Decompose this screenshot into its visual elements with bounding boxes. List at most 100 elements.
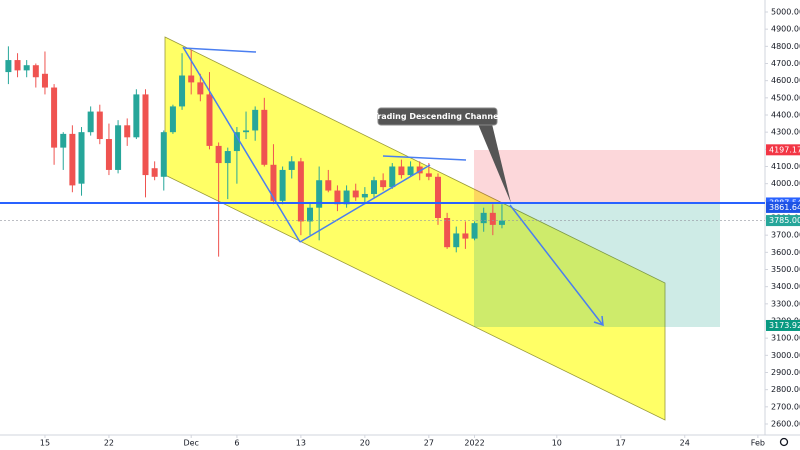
candle-body: [169, 106, 176, 133]
y-tick-label: 4500.00: [771, 93, 800, 102]
y-tick-label: 3400.00: [771, 282, 800, 291]
price-tag-label: 3861.64: [769, 203, 800, 212]
y-tick-label: 3600.00: [771, 248, 800, 257]
arrow-head: [593, 315, 604, 327]
candle-body: [197, 82, 204, 95]
candle-body: [371, 180, 377, 194]
y-tick-label: 3300.00: [771, 299, 800, 308]
price-tag-label: 4197.17: [769, 145, 800, 154]
candle-body: [416, 166, 423, 174]
trend-line: [382, 155, 467, 161]
candle-body: [41, 73, 48, 88]
candle-body: [252, 109, 259, 131]
y-tick-label: 4700.00: [771, 59, 800, 68]
candle-body: [87, 111, 94, 133]
stop-zone: [474, 150, 720, 204]
candle-body: [325, 180, 332, 191]
candle-body: [434, 176, 441, 218]
x-tick-label: 6: [234, 439, 239, 448]
y-tick-label: 4300.00: [771, 128, 800, 137]
candle-body: [233, 132, 240, 152]
x-tick-label: 17: [616, 439, 626, 448]
candle-body: [334, 190, 341, 205]
candle-body: [489, 212, 496, 225]
y-tick-label: 3500.00: [771, 265, 800, 274]
candle-body: [453, 233, 460, 248]
target-zone: [474, 204, 720, 327]
x-tick-label: 27: [424, 439, 434, 448]
settings-icon[interactable]: [779, 437, 789, 447]
candle-body: [288, 161, 295, 170]
candles: [5, 46, 505, 257]
candle-body: [279, 169, 286, 201]
candle-body: [261, 109, 268, 165]
y-tick-label: 2700.00: [771, 402, 800, 411]
x-tick-label: 2022: [464, 439, 484, 448]
candle-body: [471, 223, 478, 239]
price-tag: [766, 144, 800, 156]
y-tick-label: 3100.00: [771, 334, 800, 343]
candle-body: [480, 212, 487, 224]
y-tick-label: 4800.00: [771, 42, 800, 51]
candle-body: [380, 180, 387, 188]
candle-body: [51, 87, 58, 148]
candle-body: [297, 161, 304, 222]
price-tag: [766, 319, 800, 331]
candle-body: [78, 132, 85, 184]
candle-body: [160, 132, 167, 177]
candle-body: [215, 145, 222, 164]
channel: [164, 36, 666, 421]
y-tick-label: 3700.00: [771, 231, 800, 240]
y-tick-label: 4100.00: [771, 162, 800, 171]
price-tag: [766, 215, 800, 227]
candle-body: [398, 166, 405, 176]
candle-body: [462, 233, 469, 239]
x-tick-label: Dec: [183, 439, 198, 448]
trend-line: [182, 47, 257, 53]
candle-body: [23, 65, 30, 71]
candle-body: [133, 94, 140, 138]
x-tick-label: 24: [680, 439, 690, 448]
candle-body: [224, 151, 231, 164]
y-tick-label: 5000.00: [771, 8, 800, 17]
candle-body: [69, 133, 76, 186]
candle-body: [243, 130, 250, 133]
x-tick-label: 22: [104, 439, 114, 448]
candle-body: [343, 190, 350, 205]
trend-line: [182, 46, 301, 243]
y-tick-label: 4900.00: [771, 25, 800, 34]
y-tick-label: 2600.00: [771, 420, 800, 429]
candle-body: [179, 75, 186, 107]
candle-body: [498, 220, 505, 225]
candle-body: [5, 60, 12, 73]
x-tick-label: 15: [40, 439, 50, 448]
price-tag-label: 3785.00: [769, 216, 800, 225]
candle-body: [105, 139, 112, 170]
candle-body: [425, 173, 432, 177]
settings-gear[interactable]: [779, 437, 789, 447]
y-tick-label: 3000.00: [771, 351, 800, 360]
x-tick-label: Feb: [751, 439, 765, 448]
y-tick-label: 4000.00: [771, 179, 800, 188]
callout-box: [377, 107, 498, 126]
candle-body: [188, 75, 195, 83]
candle-body: [361, 193, 368, 198]
candle-body: [124, 125, 131, 138]
candle-body: [151, 168, 158, 177]
y-tick-label: 2800.00: [771, 385, 800, 394]
x-tick-label: 13: [296, 439, 306, 448]
candle-body: [389, 166, 396, 188]
candle-body: [206, 94, 213, 146]
callout: Trading Descending Channel: [373, 107, 511, 203]
candle-body: [142, 94, 149, 176]
candle-body: [32, 65, 39, 78]
price-tag: [766, 201, 800, 213]
candle-body: [307, 207, 314, 222]
candle-body: [407, 166, 414, 176]
candle-body: [352, 190, 359, 198]
price-tag-label: 3173.92: [769, 321, 800, 330]
y-tick-label: 4400.00: [771, 111, 800, 120]
y-tick-label: 2900.00: [771, 368, 800, 377]
candle-body: [60, 133, 67, 148]
